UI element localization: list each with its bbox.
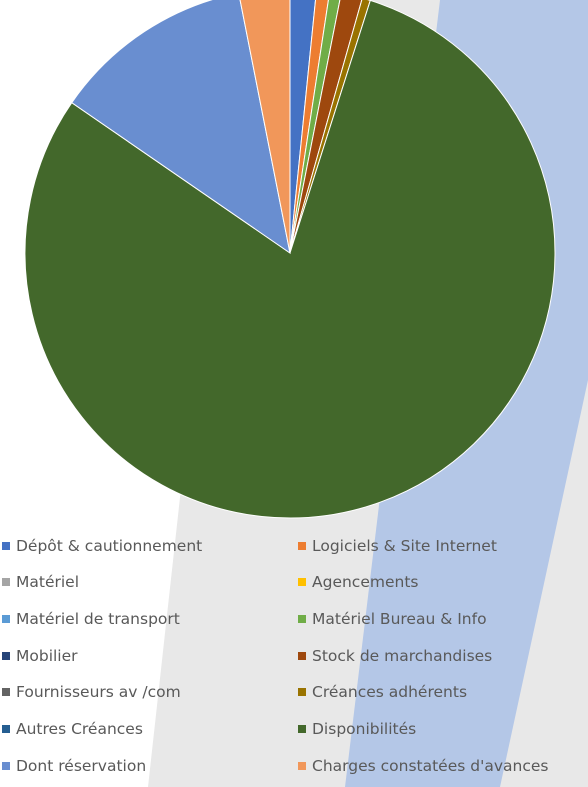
legend-swatch — [298, 615, 306, 623]
legend-swatch — [298, 725, 306, 733]
legend-item: Créances adhérents — [298, 674, 467, 710]
legend-label: Charges constatées d'avances — [312, 757, 549, 775]
legend-swatch — [2, 578, 10, 586]
legend-item: Dont réservation — [2, 748, 146, 784]
legend-swatch — [2, 615, 10, 623]
legend-swatch — [298, 542, 306, 550]
legend-label: Mobilier — [16, 647, 78, 665]
legend-item: Matériel de transport — [2, 601, 180, 637]
legend: Dépôt & cautionnement Logiciels & Site I… — [0, 528, 588, 787]
legend-swatch — [298, 578, 306, 586]
legend-label: Autres Créances — [16, 720, 143, 738]
legend-swatch — [2, 688, 10, 696]
legend-label: Matériel — [16, 573, 80, 591]
legend-item: Mobilier — [2, 638, 78, 674]
legend-label: Dont réservation — [16, 757, 147, 775]
legend-item: Dépôt & cautionnement — [2, 528, 202, 564]
legend-label: Logiciels & Site Internet — [312, 537, 497, 555]
legend-item: Disponibilités — [298, 711, 416, 747]
legend-swatch — [298, 762, 306, 770]
pie-slice — [239, 0, 291, 254]
legend-item: Autres Créances — [2, 711, 143, 747]
legend-label: Agencements — [312, 573, 419, 591]
pie-slice — [24, 0, 556, 519]
legend-label: Fournisseurs av /com — [16, 683, 181, 701]
legend-item: Agencements — [298, 564, 418, 600]
legend-label: Dépôt & cautionnement — [16, 537, 203, 555]
legend-swatch — [298, 652, 306, 660]
legend-swatch — [2, 652, 10, 660]
legend-label: Disponibilités — [312, 720, 417, 738]
pie-slice — [289, 0, 317, 254]
legend-item: Logiciels & Site Internet — [298, 528, 497, 564]
legend-item: Matériel Bureau & Info — [298, 601, 487, 637]
legend-item: Matériel — [2, 564, 79, 600]
legend-swatch — [298, 688, 306, 696]
legend-item: Stock de marchandises — [298, 638, 492, 674]
legend-item: Charges constatées d'avances — [298, 748, 548, 784]
legend-swatch — [2, 762, 10, 770]
legend-label: Matériel Bureau & Info — [312, 610, 487, 628]
legend-swatch — [2, 542, 10, 550]
legend-label: Créances adhérents — [312, 683, 468, 701]
pie-slice — [71, 0, 291, 255]
legend-label: Matériel de transport — [16, 610, 180, 628]
legend-item: Fournisseurs av /com — [2, 674, 181, 710]
legend-swatch — [2, 725, 10, 733]
legend-label: Stock de marchandises — [312, 647, 493, 665]
